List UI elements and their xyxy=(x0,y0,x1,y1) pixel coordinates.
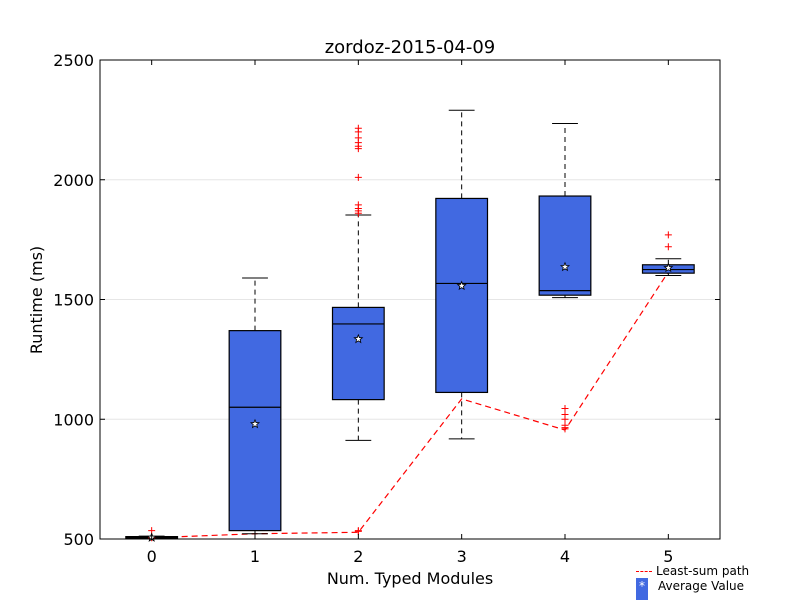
x-axis-label: Num. Typed Modules xyxy=(327,569,493,588)
boxes-layer xyxy=(125,109,695,542)
outlier-point xyxy=(354,128,362,136)
legend-entry-path: Least-sum path xyxy=(636,563,749,579)
outlier-point xyxy=(354,145,362,153)
y-tick-label: 2500 xyxy=(53,51,94,70)
box xyxy=(331,306,385,401)
dashed-line-icon xyxy=(636,570,652,572)
legend-entry-average: * Average Value xyxy=(636,578,745,600)
outlier-point xyxy=(664,243,672,251)
x-axis-ticks: 0 1 2 3 4 5 xyxy=(147,60,673,566)
legend-label-average: Average Value xyxy=(658,579,745,593)
box-group xyxy=(641,231,695,277)
legend-label-path: Least-sum path xyxy=(656,564,750,578)
mean-point xyxy=(249,418,261,429)
y-tick-label: 500 xyxy=(63,530,94,549)
y-axis-ticks: 500 1000 1500 2000 2500 xyxy=(53,51,720,549)
y-tick-label: 2000 xyxy=(53,171,94,190)
y-gridlines xyxy=(100,179,720,420)
box-group xyxy=(228,277,282,535)
box-group xyxy=(331,124,385,535)
least-sum-path-line xyxy=(151,271,669,539)
mean-point xyxy=(456,280,467,291)
y-tick-label: 1000 xyxy=(53,410,94,429)
chart-title: zordoz-2015-04-09 xyxy=(325,37,496,58)
outlier-point xyxy=(354,209,362,217)
least-sum-path-layer xyxy=(151,271,669,539)
mean-point xyxy=(663,262,674,273)
outlier-point xyxy=(354,527,362,535)
box xyxy=(435,197,489,394)
x-tick-label: 1 xyxy=(250,547,260,566)
outlier-point xyxy=(561,425,569,433)
x-tick-label: 3 xyxy=(457,547,467,566)
outlier-point xyxy=(354,173,362,181)
box-group xyxy=(538,122,592,433)
y-tick-label: 1500 xyxy=(53,291,94,310)
star-icon: * xyxy=(636,578,648,600)
box xyxy=(228,330,282,532)
y-axis-label: Runtime (ms) xyxy=(27,246,46,354)
outlier-point xyxy=(664,231,672,239)
box xyxy=(538,195,592,296)
x-tick-label: 4 xyxy=(560,547,570,566)
chart-legend: Least-sum path * Average Value xyxy=(636,563,796,600)
outlier-point xyxy=(561,404,569,412)
x-tick-label: 5 xyxy=(663,547,673,566)
x-tick-label: 2 xyxy=(353,547,363,566)
mean-point xyxy=(559,261,571,272)
mean-point xyxy=(353,333,364,344)
box-group xyxy=(435,109,489,440)
outlier-point xyxy=(561,415,569,423)
x-tick-label: 0 xyxy=(147,547,157,566)
